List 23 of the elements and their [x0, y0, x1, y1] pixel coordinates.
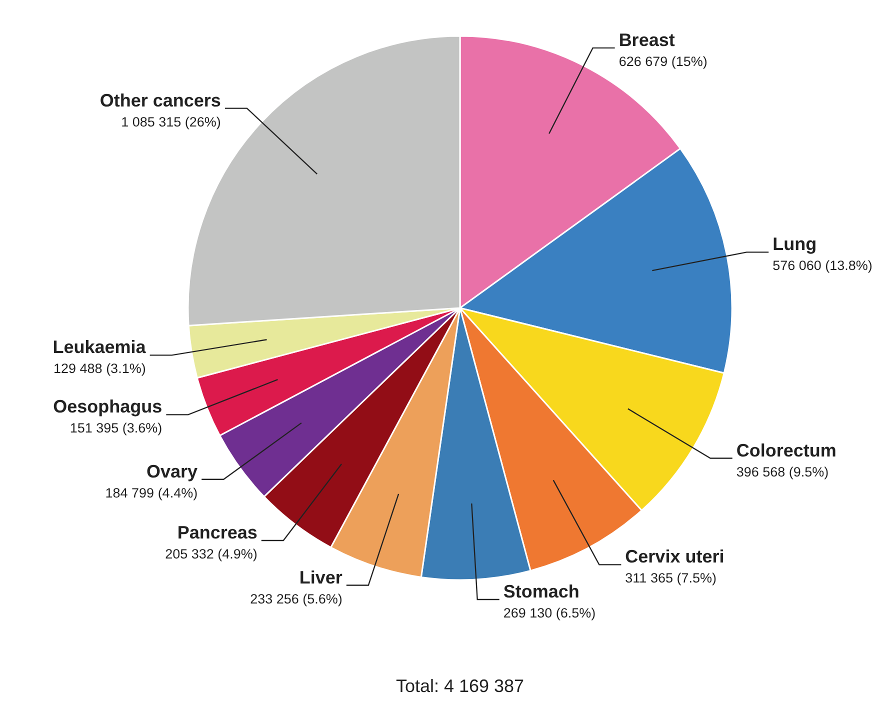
- data-label: 626 679 (15%): [618, 54, 708, 69]
- slice-label: Stomach: [503, 581, 580, 602]
- data-label: 129 488 (3.1%): [54, 361, 146, 376]
- slice-label: Colorectum: [736, 440, 836, 460]
- text: Total: 4 169 387: [396, 676, 524, 696]
- data-label: 151 395 (3.6%): [70, 420, 162, 436]
- data-label: 184 799 (4.4%): [105, 485, 198, 500]
- data-label: 396 568 (9.5%): [736, 464, 829, 480]
- slice-label: Pancreas: [177, 522, 258, 543]
- slice-label: Lung: [772, 234, 817, 254]
- data-label: 576 060 (13.8%): [772, 258, 872, 274]
- data-label: 205 332 (4.9%): [165, 546, 258, 562]
- slice-label: Leukaemia: [52, 337, 147, 358]
- data-label: 311 365 (7.5%): [625, 570, 716, 586]
- slice-label: Liver: [299, 567, 342, 588]
- slice-label: Cervix uteri: [625, 546, 724, 567]
- slice-label: Breast: [618, 30, 675, 50]
- slice-label: Other cancers: [100, 90, 221, 110]
- slice-label: Ovary: [146, 461, 198, 482]
- data-label: 233 256 (5.6%): [250, 591, 342, 606]
- slice-label: Oesophagus: [53, 396, 162, 417]
- data-label: 1 085 315 (26%): [121, 114, 221, 130]
- data-label: 269 130 (6.5%): [503, 605, 596, 620]
